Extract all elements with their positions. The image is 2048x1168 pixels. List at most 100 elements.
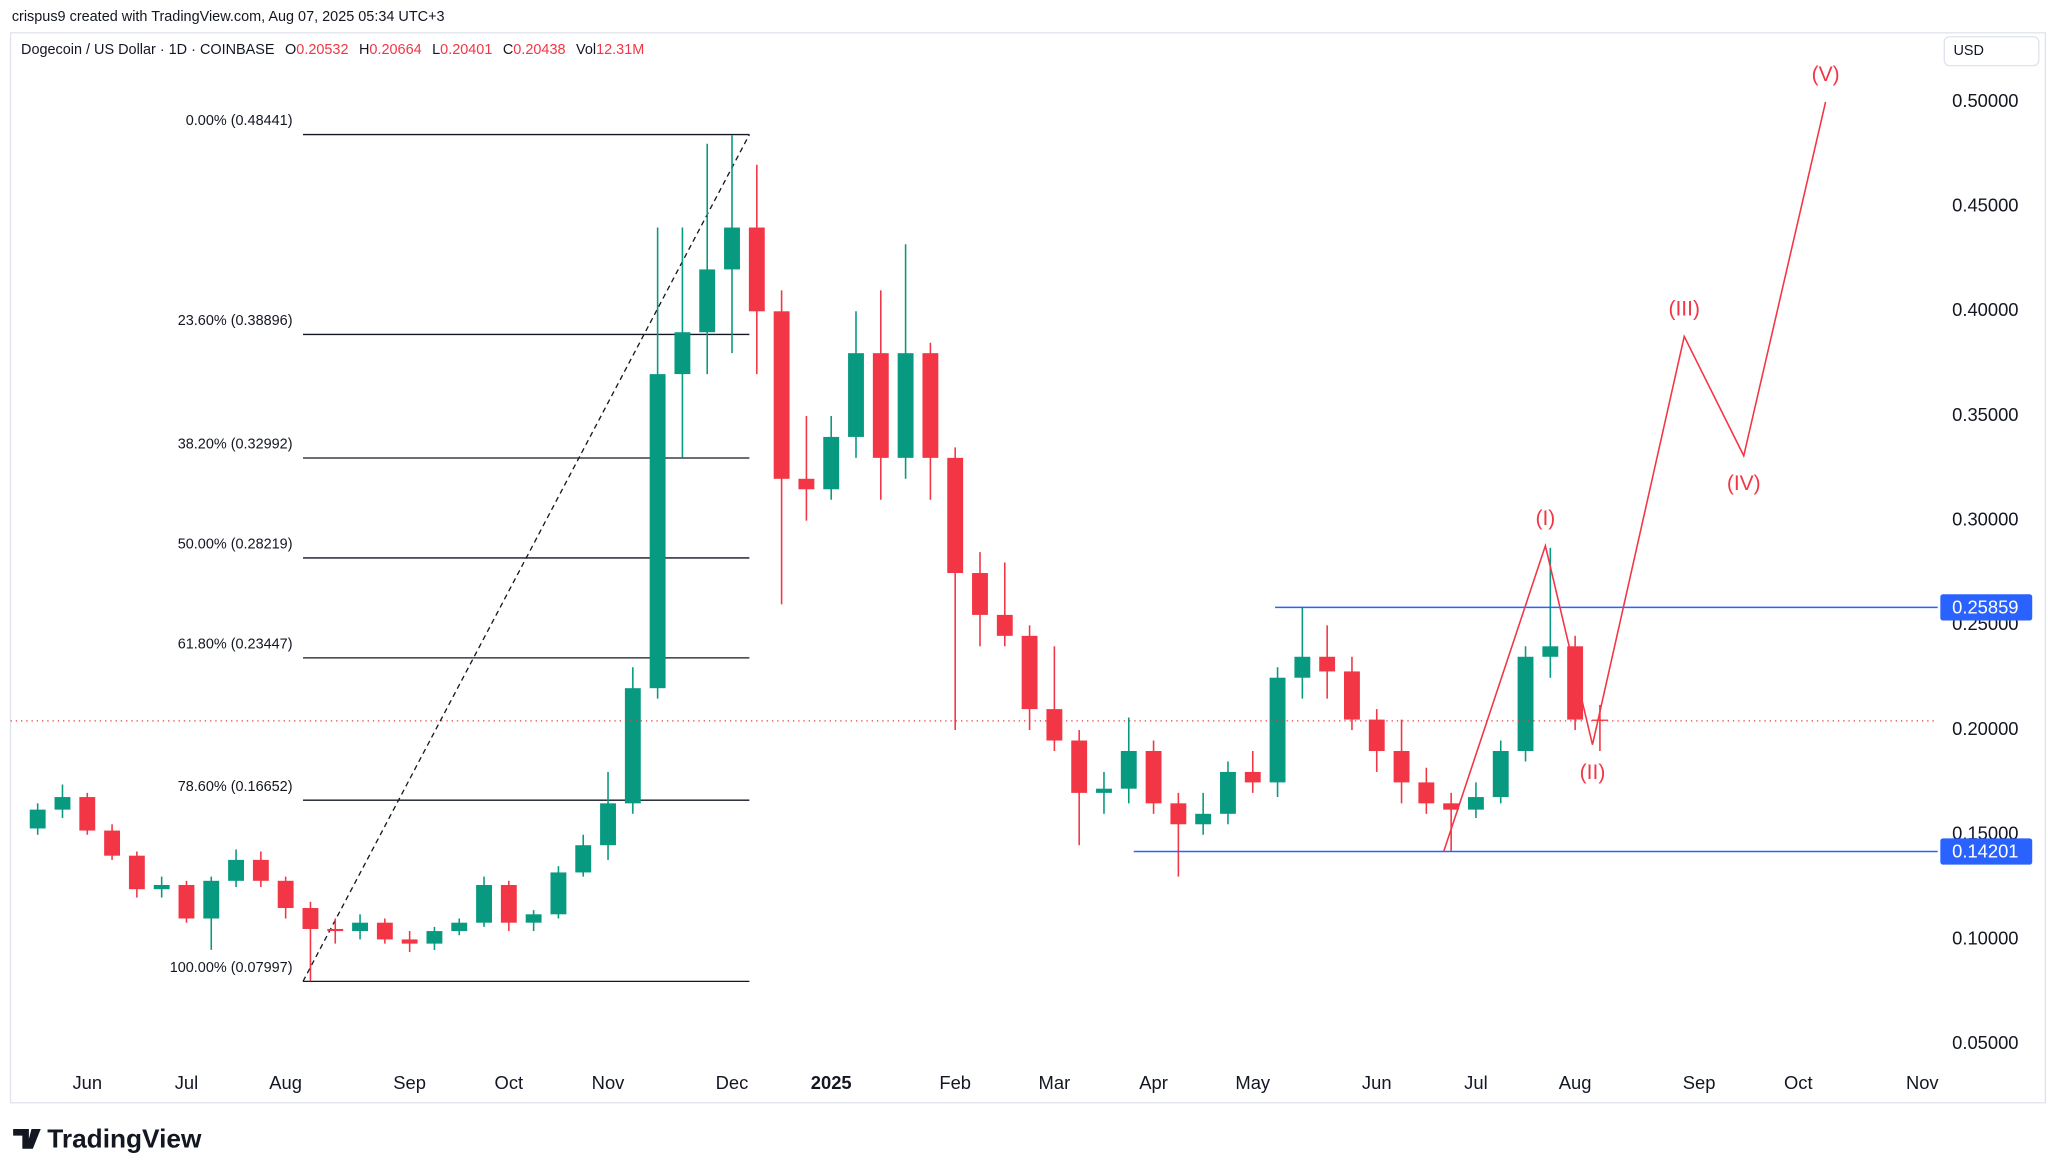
candle-body xyxy=(128,855,145,890)
x-tick-label: Sep xyxy=(393,1072,426,1093)
candle-body xyxy=(203,880,220,919)
candle-body xyxy=(1021,635,1038,710)
candle-body xyxy=(1468,797,1484,810)
candle-body xyxy=(724,227,740,270)
fib-label: 61.80% (0.23447) xyxy=(178,637,293,653)
candle-body xyxy=(302,908,319,929)
candle-body xyxy=(823,436,840,490)
fib-label: 100.00% (0.07997) xyxy=(170,960,293,976)
candle-body xyxy=(1294,656,1311,678)
level-label: 0.14201 xyxy=(1952,841,2018,862)
candle-body xyxy=(699,269,716,333)
candle-body xyxy=(1220,771,1236,814)
candle-body xyxy=(1344,671,1360,720)
candle-body xyxy=(1244,771,1261,783)
symbol-header: Dogecoin / US Dollar · 1D · COINBASE O0.2… xyxy=(21,42,644,58)
x-tick-label: Jul xyxy=(1464,1072,1487,1093)
y-tick-label: 0.35000 xyxy=(1952,404,2018,425)
quote-key: O xyxy=(285,42,296,58)
level-box xyxy=(1940,594,2033,621)
candle-body xyxy=(451,922,468,932)
candle-body xyxy=(525,914,542,923)
wave-path xyxy=(1442,101,1827,852)
y-tick-label: 0.45000 xyxy=(1952,194,2018,215)
x-tick-label: May xyxy=(1235,1072,1271,1093)
candle-body xyxy=(252,859,269,881)
x-tick-label: Dec xyxy=(716,1072,749,1093)
candle-body xyxy=(1443,803,1460,810)
quote-key: H xyxy=(359,42,369,58)
candle-body xyxy=(178,884,195,919)
candle-body xyxy=(1096,788,1112,793)
candle-body xyxy=(1120,750,1137,789)
candle-body xyxy=(277,880,294,909)
candle-body xyxy=(972,573,988,615)
quote-value: 0.20401 xyxy=(440,42,492,58)
fib-label: 38.20% (0.32992) xyxy=(178,437,293,453)
candle-body xyxy=(848,353,864,437)
x-tick-label: 2025 xyxy=(811,1072,852,1093)
quote-value: 0.20438 xyxy=(513,42,565,58)
level-label: 0.25859 xyxy=(1952,597,2018,618)
x-tick-label: Jun xyxy=(72,1072,102,1093)
wave-label: (II) xyxy=(1580,761,1606,784)
fib-label: 23.60% (0.38896) xyxy=(178,313,293,329)
fib-label: 78.60% (0.16652) xyxy=(178,779,293,795)
logo-icon xyxy=(13,1129,41,1149)
candle-body xyxy=(674,332,691,375)
y-tick-label: 0.10000 xyxy=(1952,927,2018,948)
quote-value: 0.20664 xyxy=(369,42,421,58)
candle-body xyxy=(104,830,121,856)
candle-body xyxy=(1393,750,1410,783)
symbol: Dogecoin / US Dollar · 1D · COINBASE xyxy=(21,42,275,58)
quote-value: 0.20532 xyxy=(296,42,348,58)
fib-trend xyxy=(302,134,750,982)
candle-body xyxy=(500,884,517,923)
candle-body xyxy=(947,457,964,574)
candle-body xyxy=(29,809,46,829)
y-tick-label: 0.50000 xyxy=(1952,90,2018,111)
candle-body xyxy=(79,797,96,831)
quote-key: C xyxy=(503,42,513,58)
y-tick-label: 0.30000 xyxy=(1952,509,2018,530)
candle-body xyxy=(996,614,1013,636)
attribution: crispus9 created with TradingView.com, A… xyxy=(12,9,445,25)
candle-body xyxy=(54,797,71,810)
candle-body xyxy=(798,478,815,490)
candle-body xyxy=(376,922,393,940)
currency: USD xyxy=(1953,43,1983,59)
x-tick-label: Sep xyxy=(1683,1072,1716,1093)
candle-body xyxy=(773,311,790,479)
candle-body xyxy=(153,884,170,890)
y-tick-label: 0.05000 xyxy=(1952,1032,2018,1053)
candle-body xyxy=(1517,656,1534,751)
x-tick-label: Aug xyxy=(1559,1072,1592,1093)
candle-body xyxy=(228,859,244,881)
x-tick-label: Aug xyxy=(269,1072,302,1093)
candle-body xyxy=(1269,677,1286,783)
x-tick-label: Feb xyxy=(939,1072,971,1093)
fib-label: 0.00% (0.48441) xyxy=(186,113,293,129)
x-tick-label: Nov xyxy=(592,1072,625,1093)
y-tick-label: 0.20000 xyxy=(1952,718,2018,739)
candle-body xyxy=(872,353,889,458)
candle-body xyxy=(1145,750,1162,804)
quote-value: 12.31M xyxy=(596,42,644,58)
x-tick-label: Jun xyxy=(1362,1072,1392,1093)
candle-body xyxy=(624,688,641,804)
chart-frame xyxy=(9,32,2047,1104)
candle-body xyxy=(897,353,914,458)
quote-key: L xyxy=(432,42,440,58)
x-tick-label: Oct xyxy=(1784,1072,1813,1093)
candle-body xyxy=(327,928,344,932)
candle-body xyxy=(748,227,765,312)
candle-body xyxy=(1071,740,1088,793)
candle-body xyxy=(575,845,592,873)
candle-body xyxy=(649,374,666,689)
candle-body xyxy=(1170,803,1187,825)
candle-body xyxy=(922,353,939,458)
candle-body xyxy=(550,872,567,915)
x-tick-label: Nov xyxy=(1906,1072,1939,1093)
